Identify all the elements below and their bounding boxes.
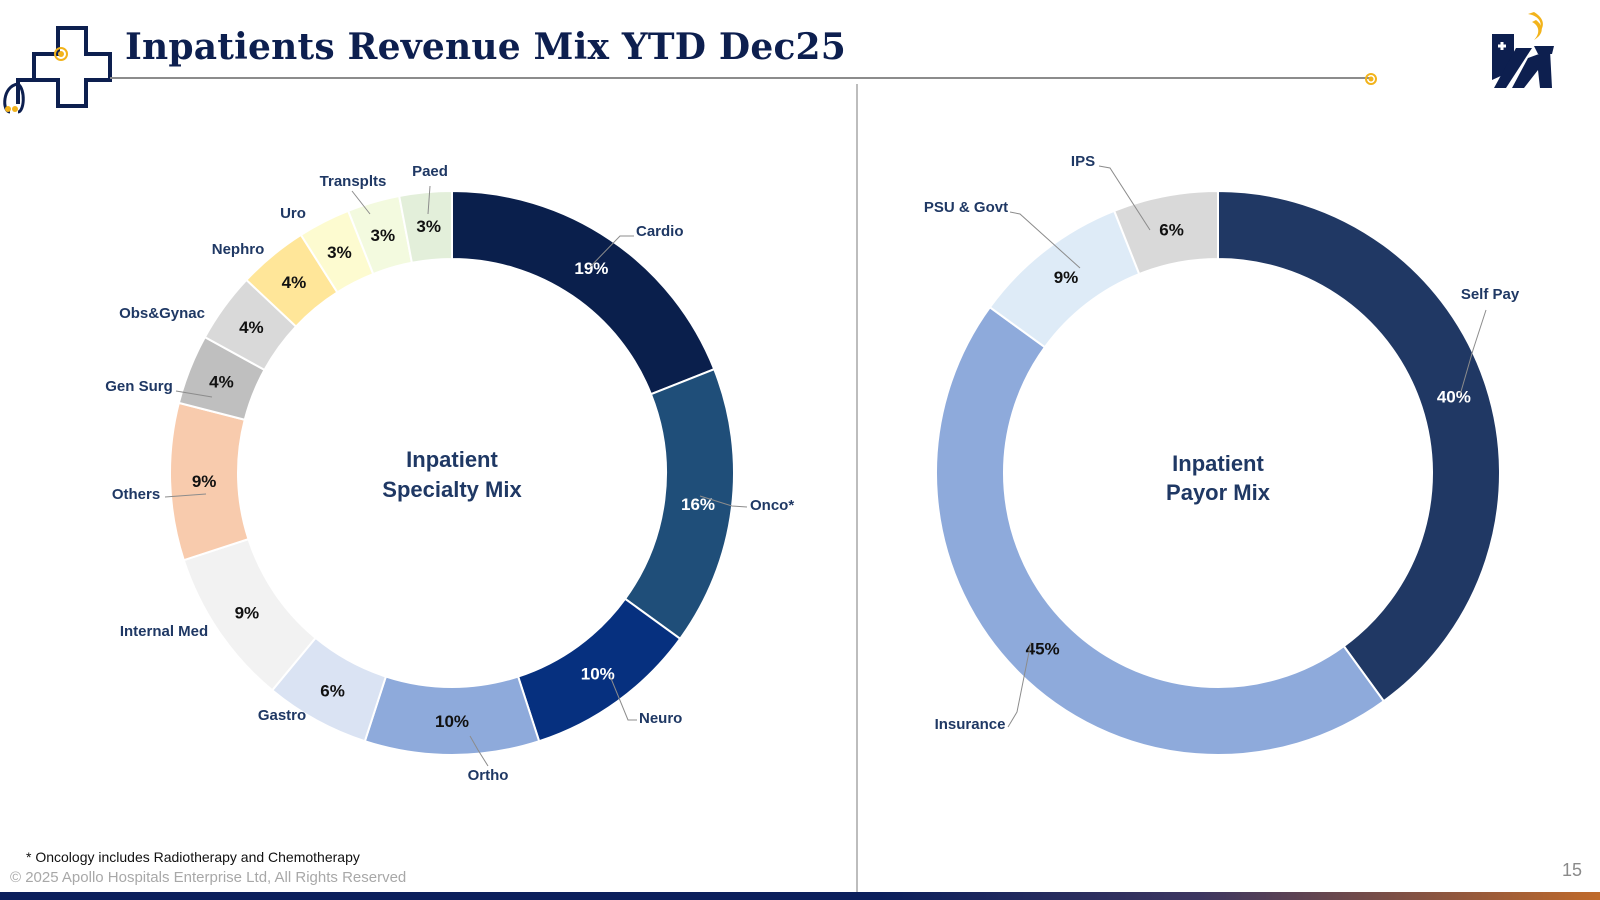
page-title: Inpatients Revenue Mix YTD Dec25 [125, 26, 847, 68]
payor-slice-insurance [935, 305, 1386, 756]
footer-bar [0, 892, 1600, 900]
specialty-value-label-obs-gynac: 4% [239, 318, 264, 337]
specialty-value-label-others: 9% [192, 472, 217, 491]
specialty-slice-onco [623, 367, 735, 641]
specialty-mix-donut: 19% Cardio 16% Onco* 10% Neuro 10% Ortho 6% Gastr… [105, 163, 794, 784]
payor-category-label-psu-govt: PSU & Govt [924, 199, 1008, 216]
specialty-slice-cardio [451, 189, 716, 396]
chart-divider [856, 84, 858, 892]
specialty-value-label-ortho: 10% [435, 712, 469, 731]
specialty-leader-line-transplts [351, 190, 371, 215]
specialty-category-label-paed: Paed [412, 163, 448, 180]
specialty-category-label-ortho: Ortho [468, 767, 509, 784]
specialty-leader-line-ortho [469, 735, 489, 767]
specialty-value-label-cardio: 19% [574, 259, 608, 278]
specialty-value-label-uro: 3% [327, 243, 352, 262]
specialty-value-label-neuro: 10% [581, 665, 615, 684]
payor-leader-line-psu-govt [1009, 211, 1081, 269]
payor-value-label-insurance: 45% [1026, 639, 1060, 658]
payor-category-label-self-pay: Self Pay [1461, 286, 1520, 303]
payor-category-label-ips: IPS [1071, 153, 1095, 170]
specialty-category-label-nephro: Nephro [212, 241, 265, 258]
specialty-category-label-obs-gynac: Obs&Gynac [119, 305, 205, 322]
payor-mix-donut: 40% Self Pay 45% Insurance 9% PSU & Govt 6% IPS… [924, 153, 1520, 756]
specialty-category-label-cardio: Cardio [636, 223, 684, 240]
page-number: 15 [1561, 860, 1582, 880]
specialty-slice-paed [397, 189, 453, 264]
copyright-text: © 2025 Apollo Hospitals Enterprise Ltd, … [10, 869, 407, 886]
specialty-category-label-internal-med: Internal Med [120, 623, 208, 640]
payor-leader-line-self-pay [1459, 309, 1487, 396]
payor-leader-line-ips [1098, 165, 1151, 231]
payor-center-label-line-1: Inpatient [1172, 451, 1264, 476]
specialty-value-label-nephro: 4% [282, 273, 307, 292]
oncology-footnote: * Oncology includes Radiotherapy and Che… [26, 849, 360, 865]
specialty-leader-line-others [164, 493, 207, 498]
payor-leader-line-insurance [1007, 641, 1032, 728]
specialty-value-label-gen-surg: 4% [209, 373, 234, 392]
specialty-category-label-gastro: Gastro [258, 707, 306, 724]
specialty-leader-line-onco [699, 495, 748, 508]
specialty-leader-line-cardio [589, 235, 634, 268]
specialty-value-label-transplts: 3% [371, 226, 396, 245]
payor-value-label-self-pay: 40% [1437, 387, 1471, 406]
specialty-value-label-internal-med: 9% [235, 603, 260, 622]
payor-slice-ips [1112, 189, 1219, 276]
specialty-value-label-gastro: 6% [320, 681, 345, 700]
payor-value-label-psu-govt: 9% [1054, 268, 1079, 287]
specialty-category-label-transplts: Transplts [320, 173, 387, 190]
specialty-category-label-gen-surg: Gen Surg [105, 378, 173, 395]
specialty-leader-line-paed [427, 185, 431, 215]
title-underline-dot [1365, 72, 1377, 85]
specialty-category-label-neuro: Neuro [639, 710, 682, 727]
specialty-value-label-onco: 16% [681, 495, 715, 514]
specialty-category-label-others: Others [112, 486, 160, 503]
specialty-category-label-uro: Uro [280, 205, 306, 222]
payor-value-label-ips: 6% [1159, 220, 1184, 239]
specialty-leader-line-gen-surg [175, 390, 213, 398]
payor-category-label-insurance: Insurance [935, 716, 1006, 733]
specialty-category-label-onco: Onco* [750, 497, 794, 514]
payor-slice-self-pay [1217, 189, 1501, 703]
apollo-logo-icon [1488, 8, 1560, 93]
specialty-leader-line-neuro [609, 675, 637, 721]
payor-center-label-line-2: Payor Mix [1166, 480, 1271, 505]
specialty-center-label-line-2: Specialty Mix [382, 477, 522, 502]
specialty-center-label-line-1: Inpatient [406, 447, 498, 472]
medical-cross-icon [0, 24, 115, 119]
specialty-value-label-paed: 3% [416, 217, 441, 236]
title-underline [110, 77, 1370, 79]
